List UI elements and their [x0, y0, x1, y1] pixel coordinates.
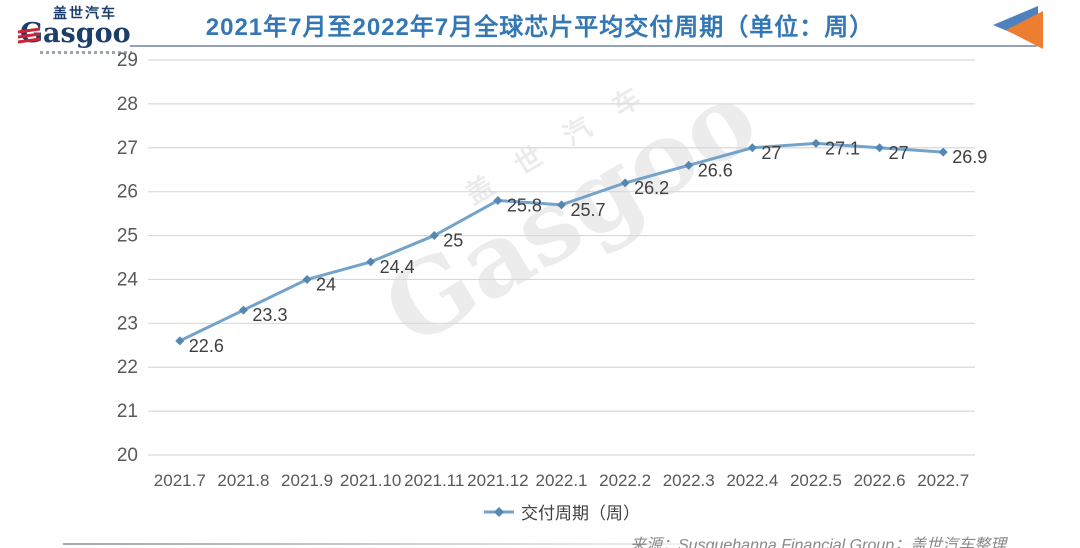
y-tick-label: 27 [117, 138, 138, 159]
data-point-marker [620, 178, 630, 188]
back-triangles-icon [993, 6, 1043, 49]
logo-cn-text: 盖世汽车 [53, 5, 117, 21]
data-point-marker [366, 257, 376, 267]
bottom-edge-line [63, 543, 1023, 545]
source-note: 来源：Susquehanna Financial Group；盖世汽车整理 [630, 531, 1006, 548]
data-point-label: 25 [443, 231, 463, 251]
x-tick-label: 2022.3 [663, 471, 715, 490]
x-tick-label: 2022.5 [790, 471, 842, 490]
x-tick-label: 2021.11 [404, 471, 464, 490]
legend-label: 交付周期（周） [521, 504, 640, 523]
x-tick-label: 2021.8 [217, 471, 269, 490]
data-point-label: 27.1 [825, 138, 860, 158]
y-tick-label: 22 [117, 357, 138, 378]
data-point-marker [684, 160, 694, 170]
y-tick-label: 21 [117, 401, 138, 422]
x-tick-label: 2022.4 [726, 471, 778, 490]
data-point-label: 24 [316, 274, 336, 294]
data-point-marker [557, 200, 566, 210]
data-point-label: 23.3 [252, 305, 287, 325]
data-point-marker [238, 305, 248, 315]
y-tick-label: 29 [117, 50, 138, 71]
y-tick-label: 25 [117, 226, 138, 247]
data-point-label: 24.4 [380, 257, 415, 277]
header-divider [130, 45, 1037, 47]
legend-line-marker-icon [484, 506, 514, 517]
x-tick-label: 2022.2 [599, 471, 651, 490]
data-point-marker [493, 195, 503, 205]
data-point-marker [811, 138, 821, 148]
data-point-label: 22.6 [189, 336, 224, 356]
data-point-label: 26.2 [634, 178, 669, 198]
x-tick-label: 2022.1 [536, 471, 588, 490]
y-tick-label: 26 [117, 182, 138, 203]
x-tick-label: 2021.12 [467, 471, 528, 490]
series-line [179, 141, 944, 343]
data-point-label: 25.8 [507, 195, 542, 215]
y-tick-label: 20 [117, 445, 138, 466]
y-tick-label: 28 [117, 94, 138, 115]
chart-legend: 交付周期（周） [148, 499, 975, 524]
data-point-marker [175, 336, 185, 346]
x-tick-label: 2021.7 [154, 471, 206, 490]
data-point-label: 27 [889, 143, 909, 163]
page-title: 2021年7月至2022年7月全球芯片平均交付周期（单位：周） [205, 14, 875, 41]
logo-tagline [40, 51, 132, 54]
data-point-label: 26.6 [698, 160, 733, 180]
y-tick-label: 23 [117, 313, 138, 334]
data-point-marker [429, 231, 439, 241]
data-point-label: 26.9 [952, 147, 987, 167]
y-tick-label: 24 [117, 269, 139, 290]
data-point-marker [747, 143, 757, 153]
data-point-marker [938, 147, 948, 157]
x-tick-label: 2022.7 [917, 471, 969, 490]
x-tick-label: 2021.10 [340, 471, 401, 490]
x-tick-label: 2021.9 [281, 471, 333, 490]
data-point-label: 25.7 [571, 200, 606, 220]
gasgoo-logo: 盖世汽车 Gasgoo [18, 5, 140, 54]
data-point-marker [875, 143, 885, 153]
x-tick-label: 2022.6 [854, 471, 906, 490]
data-point-marker [302, 274, 312, 284]
logo-wordmark: Gasgoo [18, 20, 140, 47]
data-point-label: 27 [761, 143, 781, 163]
